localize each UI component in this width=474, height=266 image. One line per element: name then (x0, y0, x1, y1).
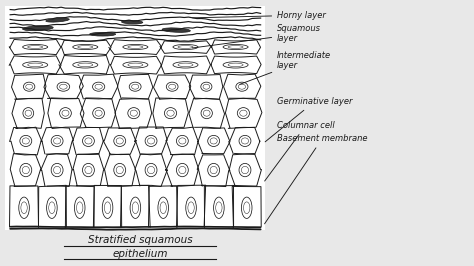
Ellipse shape (164, 108, 177, 119)
Ellipse shape (46, 197, 57, 218)
Ellipse shape (239, 135, 251, 147)
Ellipse shape (145, 135, 157, 147)
Text: Stratified squamous: Stratified squamous (88, 235, 192, 246)
Ellipse shape (73, 62, 98, 68)
Ellipse shape (208, 135, 219, 147)
Ellipse shape (114, 135, 126, 147)
Ellipse shape (93, 108, 104, 119)
Ellipse shape (237, 108, 249, 119)
Ellipse shape (186, 197, 196, 218)
Ellipse shape (123, 62, 148, 68)
Ellipse shape (201, 82, 212, 91)
Ellipse shape (214, 197, 224, 218)
Ellipse shape (123, 44, 148, 49)
Ellipse shape (19, 197, 29, 218)
Ellipse shape (239, 163, 251, 177)
Ellipse shape (158, 197, 169, 218)
Ellipse shape (92, 82, 105, 91)
Ellipse shape (82, 135, 94, 147)
Ellipse shape (20, 163, 32, 177)
Text: Intermediate
layer: Intermediate layer (239, 51, 331, 84)
Ellipse shape (166, 82, 178, 91)
Ellipse shape (51, 135, 63, 147)
Ellipse shape (74, 197, 85, 218)
Ellipse shape (60, 108, 72, 119)
Ellipse shape (223, 44, 248, 49)
Ellipse shape (102, 197, 113, 218)
Text: Columnar cell: Columnar cell (264, 120, 335, 181)
Ellipse shape (129, 82, 141, 91)
Ellipse shape (236, 82, 248, 91)
Text: Squamous
layer: Squamous layer (192, 24, 321, 48)
Ellipse shape (173, 62, 198, 68)
Text: epithelium: epithelium (112, 249, 168, 259)
Ellipse shape (57, 82, 70, 91)
Ellipse shape (162, 28, 191, 32)
Ellipse shape (23, 26, 53, 31)
Ellipse shape (173, 44, 198, 49)
Ellipse shape (114, 163, 126, 177)
Ellipse shape (145, 163, 157, 177)
Ellipse shape (176, 135, 188, 147)
Ellipse shape (23, 108, 34, 119)
Ellipse shape (23, 62, 48, 68)
Ellipse shape (46, 18, 69, 22)
FancyBboxPatch shape (5, 6, 265, 230)
Ellipse shape (90, 32, 116, 36)
Text: Germinative layer: Germinative layer (265, 97, 353, 142)
Text: Horny layer: Horny layer (192, 11, 326, 20)
Ellipse shape (73, 44, 98, 49)
Ellipse shape (223, 62, 248, 68)
Ellipse shape (128, 108, 140, 119)
Ellipse shape (20, 135, 32, 147)
Ellipse shape (23, 44, 48, 49)
Ellipse shape (208, 163, 219, 177)
Ellipse shape (82, 163, 94, 177)
Ellipse shape (23, 82, 35, 91)
Ellipse shape (201, 108, 212, 119)
Ellipse shape (241, 197, 252, 218)
Ellipse shape (121, 20, 143, 24)
Ellipse shape (176, 163, 188, 177)
Ellipse shape (130, 197, 141, 218)
Ellipse shape (51, 163, 63, 177)
Text: Basement membrane: Basement membrane (264, 134, 368, 224)
